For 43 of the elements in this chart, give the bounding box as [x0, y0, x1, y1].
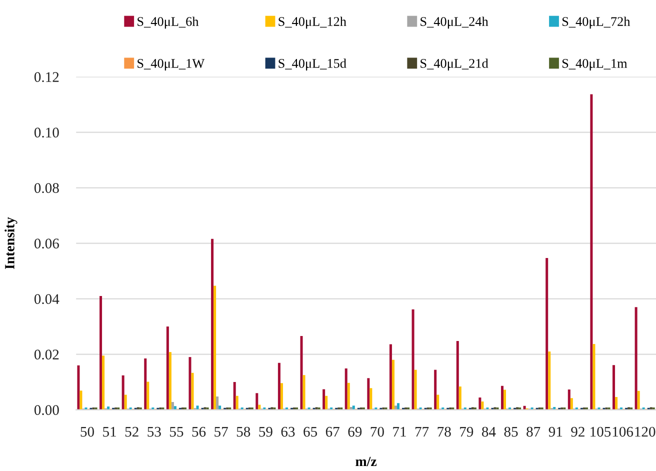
legend-label: S_40μL_24h: [420, 16, 488, 29]
x-tick-label: 56: [192, 426, 206, 437]
x-tick-label: 105: [590, 426, 611, 437]
y-tick-label: 0.12: [34, 72, 59, 82]
legend-label: S_40μL_72h: [562, 16, 630, 29]
x-tick-label: 53: [148, 426, 161, 437]
x-tick-label: 58: [236, 426, 250, 437]
y-tick-label: 0.08: [34, 183, 59, 194]
x-tick-label: 91: [548, 426, 562, 437]
x-tick-label: 120: [635, 426, 656, 437]
x-tick-label: 59: [259, 426, 272, 437]
x-tick-label: 77: [415, 427, 429, 437]
y-tick-label: 0.10: [34, 128, 59, 138]
x-tick-label: 92: [571, 426, 584, 437]
y-tick-label: 0.00: [34, 405, 59, 416]
legend-label: S_40μL_6h: [138, 16, 199, 29]
x-tick-label: 63: [281, 426, 295, 437]
legend-label: S_40μL_12h: [278, 16, 346, 29]
x-tick-label: 65: [304, 426, 318, 437]
x-tick-label: 52: [125, 426, 138, 437]
x-tick-label: 70: [370, 426, 384, 437]
x-tick-label: 71: [393, 426, 406, 437]
legend-label: S_40μL_21d: [420, 58, 488, 71]
x-tick-label: 69: [348, 426, 362, 437]
y-tick-label: 0.06: [34, 238, 59, 249]
x-tick-label: 67: [326, 426, 340, 437]
x-tick-label: 84: [482, 426, 496, 437]
x-tick-label: 106: [612, 426, 634, 437]
y-axis-title: Intensity: [4, 217, 18, 270]
legend-label: S_40μL_1m: [562, 58, 628, 71]
x-axis-title: m/z: [356, 456, 377, 466]
legend-label: S_40μL_15d: [278, 58, 346, 71]
y-tick-label: 0.02: [34, 350, 59, 360]
x-tick-label: 79: [460, 426, 474, 437]
x-tick-label: 78: [438, 426, 451, 437]
x-tick-label: 57: [214, 427, 228, 437]
x-tick-label: 87: [526, 426, 540, 437]
y-tick-label: 0.04: [34, 294, 60, 304]
x-tick-label: 55: [170, 427, 184, 437]
x-tick-label: 51: [103, 426, 116, 437]
x-tick-label: 50: [80, 426, 94, 437]
x-tick-label: 85: [504, 426, 518, 437]
legend-label: S_40μL_1W: [138, 58, 205, 71]
